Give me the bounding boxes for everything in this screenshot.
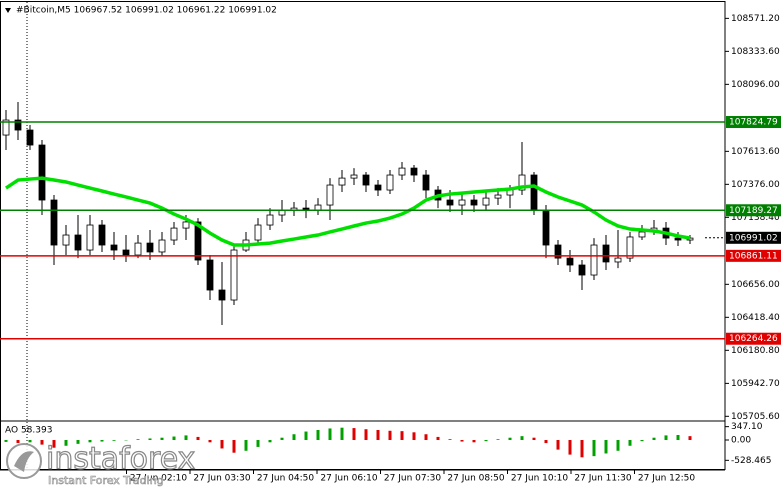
candle-body bbox=[446, 199, 454, 206]
candle-body bbox=[638, 231, 646, 238]
candle-body bbox=[122, 249, 130, 256]
candle-body bbox=[614, 257, 622, 263]
watermark: instaforex Instant Forex Trading bbox=[6, 441, 196, 487]
candle-body bbox=[86, 224, 94, 251]
candle-body bbox=[470, 199, 478, 206]
candle-body bbox=[518, 174, 526, 191]
indicator-title: AO 58.393 bbox=[5, 426, 52, 436]
candle-body bbox=[170, 227, 178, 241]
price-tag-label: 107824.79 bbox=[729, 118, 778, 128]
price-tag bbox=[726, 116, 781, 129]
candle-body bbox=[602, 244, 610, 263]
candle-body bbox=[98, 224, 106, 246]
y-tick-label: 347.10 bbox=[731, 422, 763, 432]
candle-body bbox=[206, 259, 214, 291]
price-tag bbox=[726, 204, 781, 217]
x-tick-label: 27 Jun 02:10 bbox=[130, 474, 187, 484]
candle-body bbox=[386, 174, 394, 191]
candle-body bbox=[254, 224, 262, 241]
price-tag bbox=[726, 332, 781, 345]
watermark-logo-mark bbox=[14, 451, 34, 472]
y-tick-label: 108096.00 bbox=[731, 80, 780, 90]
candle-body bbox=[458, 199, 466, 206]
y-tick-label: 106180.80 bbox=[731, 346, 780, 356]
candle-body bbox=[62, 234, 70, 246]
candle-body bbox=[542, 209, 550, 246]
candle-body bbox=[674, 237, 682, 241]
candle-body bbox=[362, 174, 370, 186]
candle-body bbox=[530, 174, 538, 211]
x-tick-label: 27 Jun 03:30 bbox=[193, 474, 250, 484]
x-tick-label: 27 Jun 07:30 bbox=[384, 474, 441, 484]
x-tick-label: 27 Jun 06:10 bbox=[320, 474, 377, 484]
candle-body bbox=[374, 184, 382, 191]
x-tick-label: 27 Jun 11:30 bbox=[574, 474, 631, 484]
chart-header: #Bitcoin,M5 106967.52 106991.02 106961.2… bbox=[16, 6, 277, 16]
candle-body bbox=[482, 197, 490, 206]
candle-body bbox=[2, 119, 10, 136]
watermark-brand: instaforex bbox=[46, 442, 195, 477]
candle-body bbox=[314, 204, 322, 211]
candle-body bbox=[410, 167, 418, 176]
x-tick-label: 27 Jun 10:10 bbox=[511, 474, 568, 484]
candle-body bbox=[494, 194, 502, 199]
candle-body bbox=[350, 174, 358, 179]
candle-body bbox=[230, 249, 238, 301]
candle-body bbox=[578, 264, 586, 276]
candle-body bbox=[566, 257, 574, 266]
price-tag-label: 106861.11 bbox=[729, 251, 778, 261]
watermark-tagline: Instant Forex Trading bbox=[48, 474, 164, 487]
price-tag bbox=[726, 249, 781, 262]
candle-body bbox=[110, 244, 118, 251]
candle-body bbox=[146, 242, 154, 253]
moving-average bbox=[5, 176, 691, 247]
candle-body bbox=[218, 289, 226, 301]
candle-body bbox=[326, 184, 334, 206]
x-tick-label: 27 Jun 08:50 bbox=[447, 474, 504, 484]
candle-body bbox=[422, 174, 430, 191]
y-tick-label: 105705.60 bbox=[731, 412, 780, 422]
candle-body bbox=[182, 221, 190, 229]
y-tick-label: 0.00 bbox=[731, 436, 751, 446]
candle-body bbox=[554, 244, 562, 259]
price-tag bbox=[726, 231, 781, 244]
price-tag-label: 106991.02 bbox=[729, 233, 778, 243]
candle-body bbox=[626, 236, 634, 259]
y-tick-label: 107613.60 bbox=[731, 147, 780, 157]
y-tick-label: 107376.00 bbox=[731, 180, 780, 190]
candle-body bbox=[398, 167, 406, 176]
candle-body bbox=[134, 242, 142, 256]
candle-body bbox=[158, 239, 166, 253]
candle-body bbox=[74, 234, 82, 251]
y-tick-label: 106656.00 bbox=[731, 280, 780, 290]
y-tick-label: 105942.70 bbox=[731, 379, 780, 389]
candle-body bbox=[338, 177, 346, 186]
candle-body bbox=[38, 144, 46, 201]
y-tick-label: 108571.20 bbox=[731, 14, 780, 24]
y-tick-label: 108333.60 bbox=[731, 47, 780, 57]
candle-body bbox=[26, 129, 34, 146]
candle-body bbox=[266, 214, 274, 226]
candle-body bbox=[194, 221, 202, 261]
price-tag-label: 107189.27 bbox=[729, 206, 778, 216]
menu-arrow[interactable] bbox=[5, 8, 11, 13]
y-tick-label: -528.465 bbox=[731, 456, 771, 466]
candle-body bbox=[50, 199, 58, 246]
y-tick-label: 107138.40 bbox=[731, 213, 780, 223]
price-tag-label: 106264.26 bbox=[729, 334, 778, 344]
candle-body bbox=[14, 119, 22, 131]
x-tick-label: 27 Jun 12:50 bbox=[638, 474, 695, 484]
candle-body bbox=[590, 244, 598, 276]
y-tick-label: 106418.40 bbox=[731, 313, 780, 323]
x-tick-label: 27 Jun 04:50 bbox=[257, 474, 314, 484]
